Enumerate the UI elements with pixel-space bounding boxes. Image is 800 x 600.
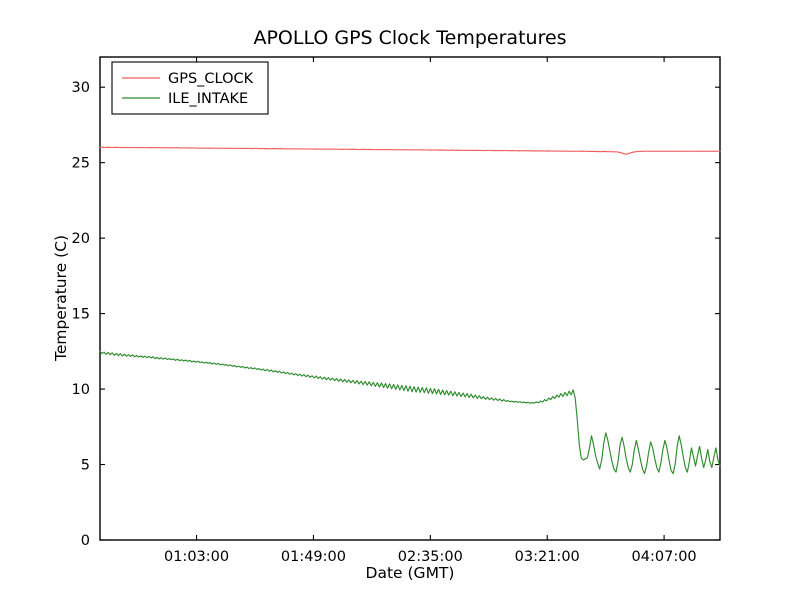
x-tick-label: 02:35:00 [398,549,463,565]
y-tick-label: 30 [72,80,90,96]
plot-area-frame [99,56,721,541]
y-tick-label: 25 [72,156,90,172]
x-tick-label: 04:07:00 [632,549,697,565]
x-tick-label: 01:49:00 [281,549,346,565]
y-tick-label: 15 [72,307,90,323]
y-tick-label: 5 [81,458,90,474]
series-line-ile-intake [99,350,721,475]
legend: GPS_CLOCK ILE_INTAKE [111,61,269,115]
x-tick-label: 03:21:00 [515,549,580,565]
data-series-group [99,146,721,475]
chart-title: APOLLO GPS Clock Temperatures [253,27,566,49]
legend-label-ile-intake: ILE_INTAKE [168,91,248,107]
y-tick-label: 0 [81,533,90,549]
legend-label-gps-clock: GPS_CLOCK [168,71,254,87]
x-axis-ticks: 01:03:00 01:49:00 02:35:00 03:21:00 04:07:00 [164,57,697,565]
x-tick-label: 01:03:00 [164,549,229,565]
y-tick-label: 20 [72,231,90,247]
series-line-gps-clock [99,146,721,155]
y-tick-label: 10 [72,382,90,398]
y-axis-title: Temperature (C) [52,235,70,362]
x-axis-title: Date (GMT) [366,564,455,582]
legend-box [111,61,269,115]
y-axis-ticks: 0 5 10 15 20 25 30 [72,80,720,549]
